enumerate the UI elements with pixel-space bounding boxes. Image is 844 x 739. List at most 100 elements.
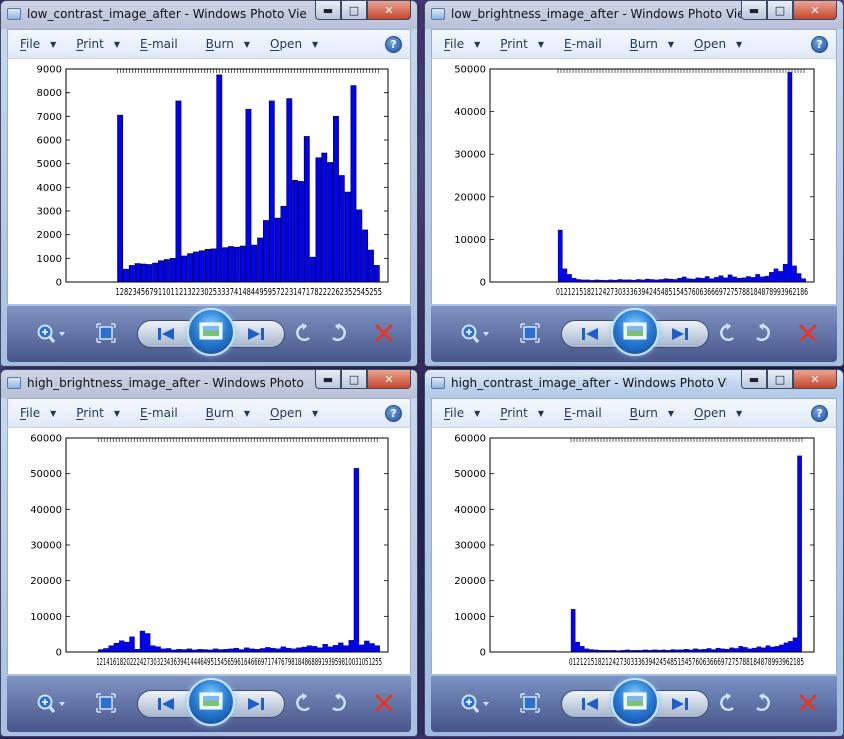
close-button[interactable]: ✕ <box>367 370 411 389</box>
minimize-button[interactable]: ▬ <box>741 1 767 20</box>
delete-button[interactable] <box>797 322 819 344</box>
menu-print[interactable]: Print ▼ <box>500 37 544 51</box>
maximize-button[interactable]: □ <box>341 370 367 389</box>
histogram-bar <box>755 274 761 283</box>
histogram-bar <box>732 276 738 283</box>
histogram-bar <box>303 136 310 283</box>
delete-button[interactable] <box>373 692 395 714</box>
x-tick-labels: 1214161820222427303234363941444649515456… <box>96 657 382 668</box>
menu-file-label: File <box>444 406 465 420</box>
rotate-clockwise-button[interactable] <box>751 322 773 344</box>
minimize-button[interactable]: ▬ <box>315 1 341 20</box>
menu-print[interactable]: Print ▼ <box>76 37 120 51</box>
help-icon[interactable]: ? <box>811 405 828 422</box>
actual-size-button[interactable] <box>519 692 541 714</box>
menu-open[interactable]: Open ▼ <box>270 406 318 420</box>
help-icon[interactable]: ? <box>811 36 828 53</box>
title-bar[interactable]: high_contrast_image_after - Windows Phot… <box>425 370 843 398</box>
histogram-bar <box>783 642 789 653</box>
title-bar[interactable]: low_contrast_image_after - Windows Photo… <box>1 1 417 29</box>
plot-frame <box>489 437 815 653</box>
menu-burn[interactable]: Burn ▼ <box>630 406 674 420</box>
previous-button[interactable] <box>577 324 603 344</box>
zoom-button[interactable] <box>33 322 71 346</box>
help-icon[interactable]: ? <box>385 405 402 422</box>
menu-burn[interactable]: Burn ▼ <box>206 37 250 51</box>
dropdown-arrow-icon: ▼ <box>537 408 545 418</box>
close-button[interactable]: ✕ <box>793 1 837 20</box>
y-tick-label: 60000 <box>454 434 486 445</box>
help-icon[interactable]: ? <box>385 36 402 53</box>
menu-email[interactable]: E-mail <box>140 37 178 51</box>
histogram-bar <box>787 72 793 283</box>
menu-file[interactable]: File ▼ <box>20 406 56 420</box>
y-tick-label: 60000 <box>30 434 62 445</box>
actual-size-button[interactable] <box>95 322 117 344</box>
histogram-bar <box>280 205 287 283</box>
bottom-toolbar <box>431 306 837 362</box>
minimize-button[interactable]: ▬ <box>315 370 341 389</box>
close-button[interactable]: ✕ <box>367 1 411 20</box>
previous-button[interactable] <box>153 694 179 714</box>
menu-email[interactable]: E-mail <box>564 406 602 420</box>
close-button[interactable]: ✕ <box>793 370 837 389</box>
menu-open[interactable]: Open ▼ <box>270 37 318 51</box>
maximize-button[interactable]: □ <box>767 370 793 389</box>
delete-button[interactable] <box>373 322 395 344</box>
next-button[interactable] <box>243 694 269 714</box>
histogram-bar <box>163 259 170 283</box>
slideshow-button[interactable] <box>611 308 659 356</box>
rotate-counterclockwise-button[interactable] <box>293 322 315 344</box>
menu-open[interactable]: Open ▼ <box>694 406 742 420</box>
zoom-button[interactable] <box>457 692 495 716</box>
previous-button[interactable] <box>153 324 179 344</box>
menu-print[interactable]: Print ▼ <box>76 406 120 420</box>
rotate-left-icon <box>296 693 310 711</box>
maximize-button[interactable]: □ <box>767 1 793 20</box>
delete-button[interactable] <box>797 692 819 714</box>
zoom-button[interactable] <box>457 322 495 346</box>
menu-print[interactable]: Print ▼ <box>500 406 544 420</box>
histogram-bar <box>356 209 363 283</box>
menu-file[interactable]: File ▼ <box>444 37 480 51</box>
histogram-bar <box>113 642 120 653</box>
rotate-counterclockwise-button[interactable] <box>293 692 315 714</box>
slideshow-button[interactable] <box>187 678 235 726</box>
plot-frame <box>65 437 389 653</box>
menu-file[interactable]: File ▼ <box>20 37 56 51</box>
next-button[interactable] <box>243 324 269 344</box>
actual-size-button[interactable] <box>519 322 541 344</box>
x-tick-labels: 0121215182124273033363942454851545760636… <box>556 287 808 298</box>
menu-burn[interactable]: Burn ▼ <box>630 37 674 51</box>
histogram-bar <box>764 275 770 283</box>
title-bar[interactable]: high_brightness_image_after - Windows Ph… <box>1 370 417 398</box>
dropdown-arrow-icon: ▼ <box>113 39 121 49</box>
rotate-clockwise-button[interactable] <box>327 322 349 344</box>
next-button[interactable] <box>667 694 693 714</box>
minimize-button[interactable]: ▬ <box>741 370 767 389</box>
maximize-button[interactable]: □ <box>341 1 367 20</box>
slideshow-button[interactable] <box>187 308 235 356</box>
menu-email[interactable]: E-mail <box>564 37 602 51</box>
title-bar[interactable]: low_brightness_image_after - Windows Pho… <box>425 1 843 29</box>
magnifier-icon <box>461 694 489 713</box>
rotate-clockwise-button[interactable] <box>751 692 773 714</box>
image-view: 0 10000 20000 30000 40000 50000 01212151821242… <box>431 59 837 304</box>
next-button[interactable] <box>667 324 693 344</box>
window-title: low_contrast_image_after - Windows Photo… <box>27 7 307 21</box>
previous-button[interactable] <box>577 694 603 714</box>
histogram-bar <box>677 278 682 283</box>
histogram-bar <box>251 244 258 283</box>
zoom-button[interactable] <box>33 692 71 716</box>
y-tick-label: 20000 <box>454 576 486 587</box>
rotate-counterclockwise-button[interactable] <box>717 322 739 344</box>
slideshow-button[interactable] <box>611 678 659 726</box>
rotate-clockwise-button[interactable] <box>327 692 349 714</box>
histogram-chart: 0 10000 20000 30000 40000 50000 01212151821242… <box>450 63 820 302</box>
menu-burn[interactable]: Burn ▼ <box>206 406 250 420</box>
menu-open[interactable]: Open ▼ <box>694 37 742 51</box>
rotate-counterclockwise-button[interactable] <box>717 692 739 714</box>
actual-size-button[interactable] <box>95 692 117 714</box>
menu-email[interactable]: E-mail <box>140 406 178 420</box>
menu-file[interactable]: File ▼ <box>444 406 480 420</box>
